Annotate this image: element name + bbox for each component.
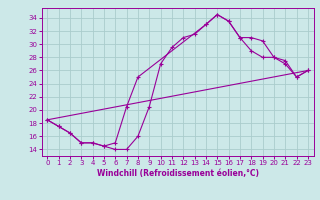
X-axis label: Windchill (Refroidissement éolien,°C): Windchill (Refroidissement éolien,°C) — [97, 169, 259, 178]
